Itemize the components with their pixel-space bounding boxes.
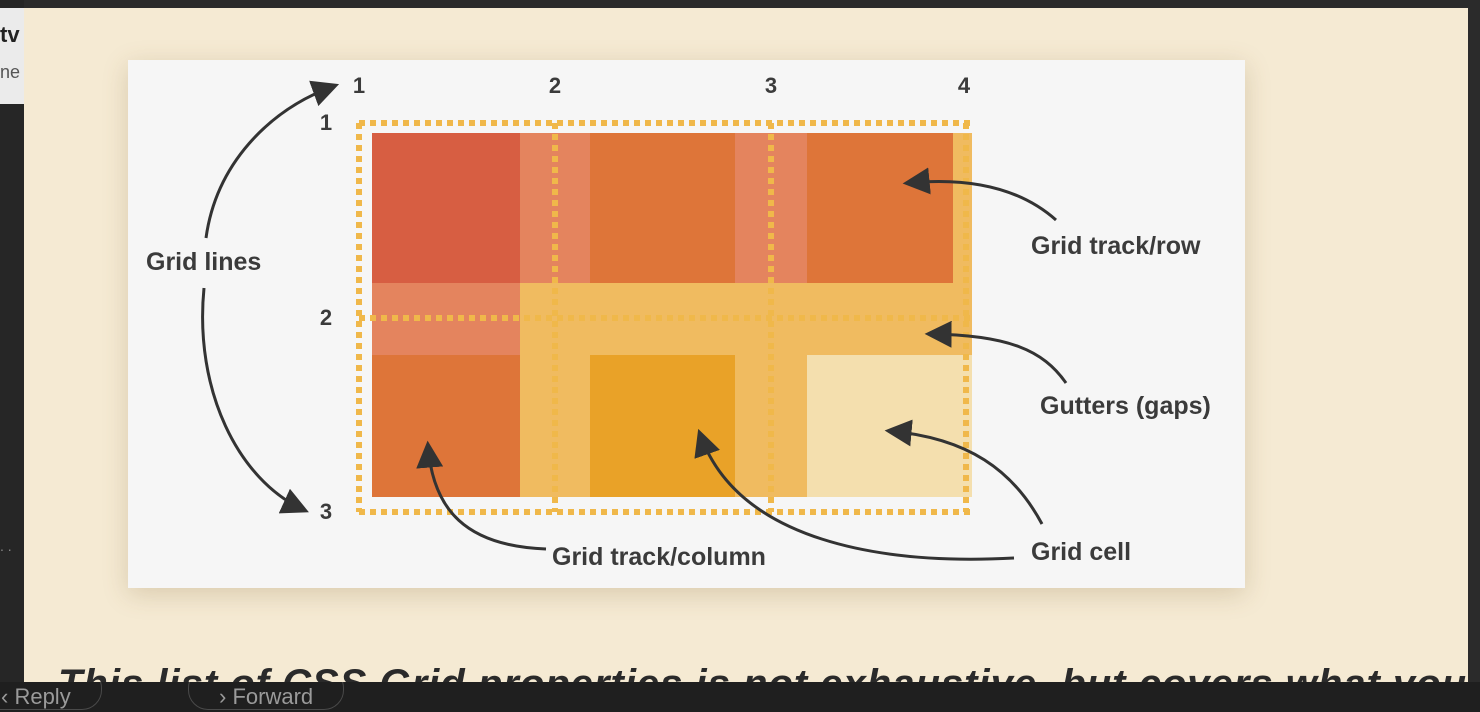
arrow-track-column	[416, 440, 547, 551]
arrow-grid-lines-down	[201, 287, 309, 514]
left-pane-subtitle: ne	[0, 62, 21, 82]
reply-icon: ‹	[1, 684, 15, 709]
chevron-right-icon: ›	[219, 684, 233, 709]
left-pane-title: tv	[0, 22, 20, 47]
forward-label: Forward	[232, 684, 314, 709]
reply-label: Reply	[14, 684, 71, 709]
arrow-grid-cell-to-center	[694, 428, 1015, 561]
row-line-number-2: 2	[320, 305, 332, 330]
article-body-text: This list of CSS Grid properties is not …	[58, 662, 1468, 682]
row-line-number-1: 1	[320, 110, 332, 135]
column-line-number-1: 1	[353, 73, 365, 98]
label-gutters: Gutters (gaps)	[1040, 392, 1211, 420]
left-pane-ellipsis: . .	[0, 538, 12, 554]
forward-button[interactable]: › Forward	[188, 682, 345, 710]
grid-cell-r1c1	[372, 133, 520, 283]
left-pane-header[interactable]: tv ne	[0, 8, 24, 104]
arrow-grid-cell	[884, 419, 1044, 525]
label-grid-cell: Grid cell	[1031, 538, 1131, 566]
pale-region	[807, 355, 972, 497]
label-grid-lines: Grid lines	[146, 248, 261, 276]
label-grid-track-column: Grid track/column	[552, 543, 766, 571]
message-action-bar: ‹ Reply › Forward	[0, 682, 1480, 712]
column-line-number-3: 3	[765, 73, 777, 98]
grid-cell-r2c2	[590, 355, 735, 497]
css-grid-diagram: 1 2 3 4 1 2 3 Grid lines Grid track/row …	[146, 73, 1211, 571]
column-line-number-2: 2	[549, 73, 561, 98]
article-page: 1 2 3 4 1 2 3 Grid lines Grid track/row …	[24, 8, 1468, 682]
arrow-gutters	[924, 320, 1068, 384]
arrow-grid-lines-up	[204, 80, 340, 239]
label-grid-track-row: Grid track/row	[1031, 232, 1201, 260]
reply-button[interactable]: ‹ Reply	[0, 682, 102, 710]
grid-cell-r1c3	[807, 133, 953, 283]
row-line-number-3: 3	[320, 499, 332, 524]
left-pane-background	[0, 0, 24, 712]
arrow-track-row	[902, 167, 1057, 222]
grid-diagram-card: 1 2 3 4 1 2 3 Grid lines Grid track/row …	[128, 60, 1245, 588]
grid-cell-r2c1	[372, 355, 520, 497]
annotation-arrows	[201, 80, 1068, 561]
grid-cell-r1c2	[590, 133, 735, 283]
column-line-number-4: 4	[958, 73, 971, 98]
grid-lines	[356, 120, 970, 515]
